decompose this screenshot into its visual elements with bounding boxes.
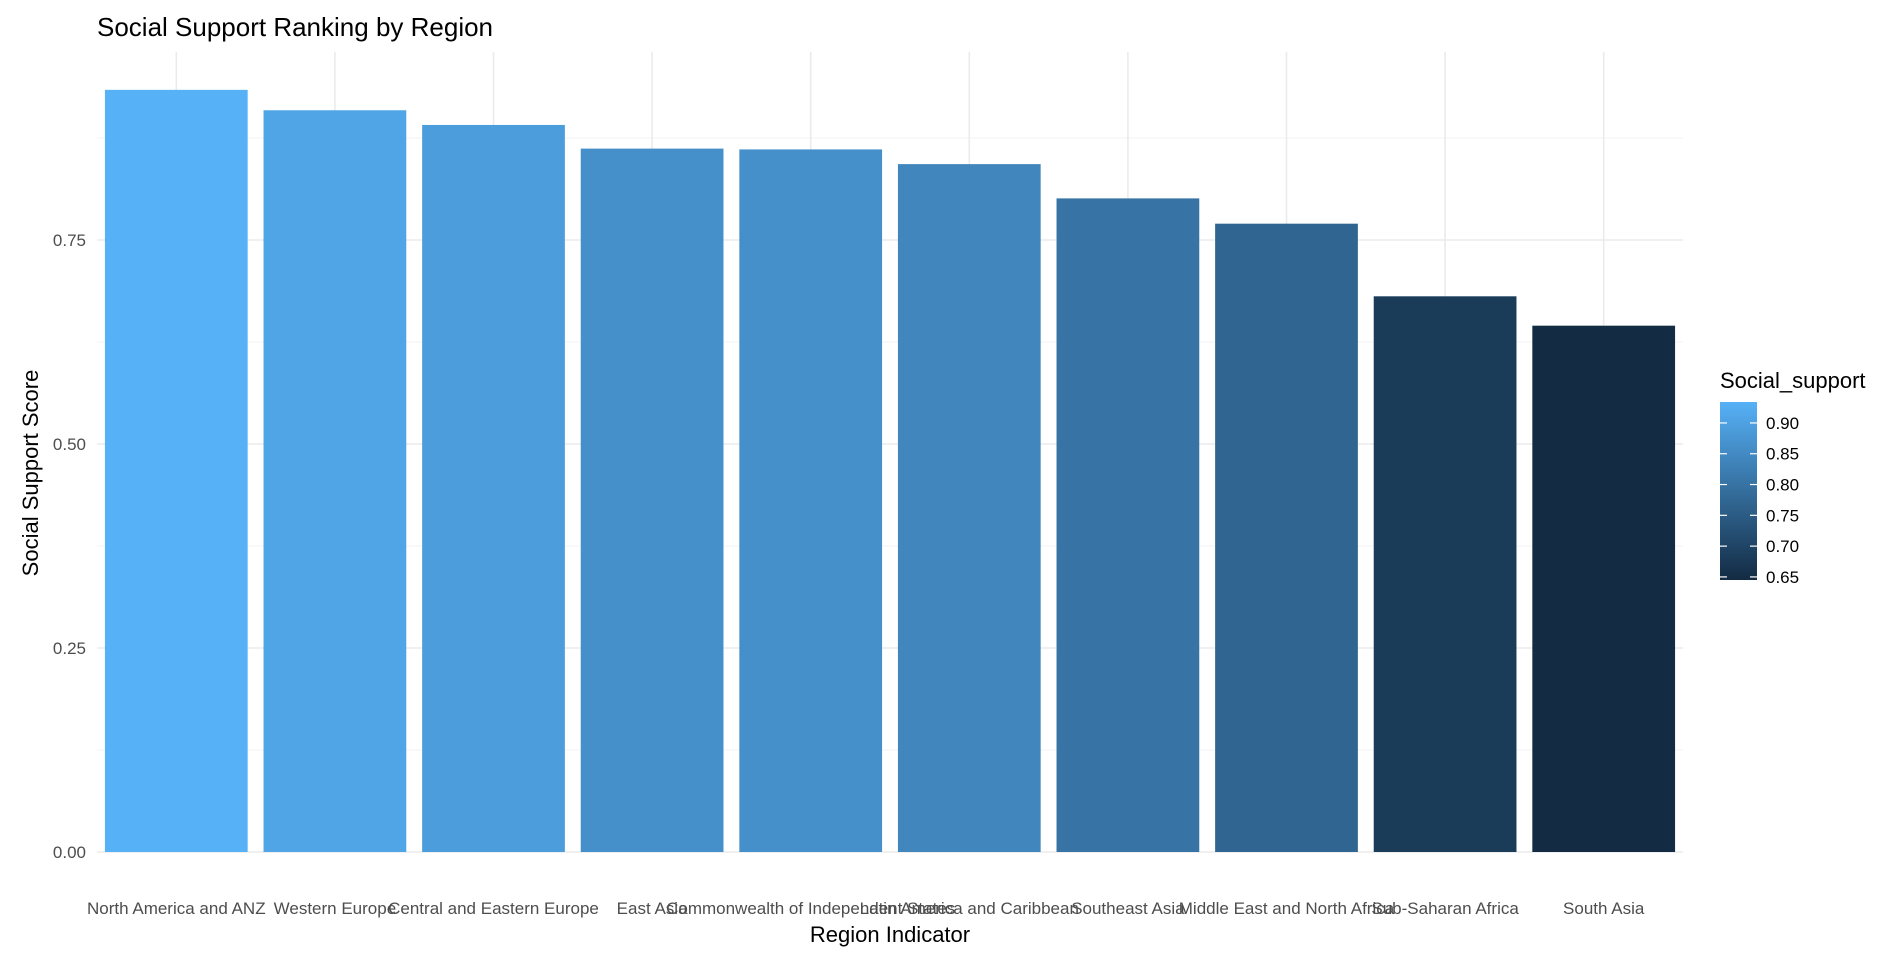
- x-tick-label: Central and Eastern Europe: [388, 899, 599, 918]
- x-tick-label: Commonwealth of Independent States: [666, 899, 955, 918]
- legend: Social_support 0.65 0.70 0.75 0.80 0.85 0.90: [1720, 368, 1866, 587]
- bar: [422, 124, 565, 853]
- x-tick-label: Southeast Asia: [1071, 899, 1185, 918]
- y-tick-label: 0.50: [53, 435, 86, 454]
- legend-colorbar: [1720, 402, 1757, 580]
- x-tick-label: South Asia: [1563, 899, 1645, 918]
- legend-tick-label: 0.70: [1766, 537, 1799, 556]
- legend-tick-label: 0.65: [1766, 568, 1799, 587]
- x-tick-label: East Asia: [617, 899, 688, 918]
- x-axis-title: Region Indicator: [810, 922, 970, 947]
- y-tick-label: 0.25: [53, 639, 86, 658]
- legend-tick-label: 0.85: [1766, 445, 1799, 464]
- y-axis: 0.00 0.25 0.50 0.75: [53, 231, 86, 862]
- legend-tick-label: 0.80: [1766, 476, 1799, 495]
- bar: [1215, 223, 1358, 852]
- bar: [1373, 296, 1517, 853]
- bar: [1532, 325, 1676, 852]
- x-tick-label: Sub-Saharan Africa: [1371, 899, 1519, 918]
- bar: [739, 149, 883, 852]
- bar: [104, 89, 248, 852]
- y-tick-label: 0.75: [53, 231, 86, 250]
- x-tick-label: Latin America and Caribbean: [860, 899, 1079, 918]
- legend-title: Social_support: [1720, 368, 1866, 393]
- legend-ticks: 0.65 0.70 0.75 0.80 0.85 0.90: [1720, 414, 1799, 587]
- bar: [263, 110, 407, 853]
- bar: [580, 148, 724, 852]
- x-tick-label: Middle East and North Africa: [1179, 899, 1395, 918]
- bars: [104, 89, 1676, 853]
- x-tick-label: Western Europe: [274, 899, 397, 918]
- bar: [897, 164, 1041, 852]
- x-axis: North America and ANZ Western EuropeCentr…: [87, 899, 1645, 918]
- legend-tick-label: 0.75: [1766, 506, 1799, 525]
- y-axis-title: Social Support Score: [18, 370, 43, 577]
- legend-tick-label: 0.90: [1766, 414, 1799, 433]
- y-tick-label: 0.00: [53, 843, 86, 862]
- bar: [1056, 198, 1200, 852]
- chart-title: Social Support Ranking by Region: [97, 12, 493, 42]
- x-tick-label: North America and ANZ: [87, 899, 266, 918]
